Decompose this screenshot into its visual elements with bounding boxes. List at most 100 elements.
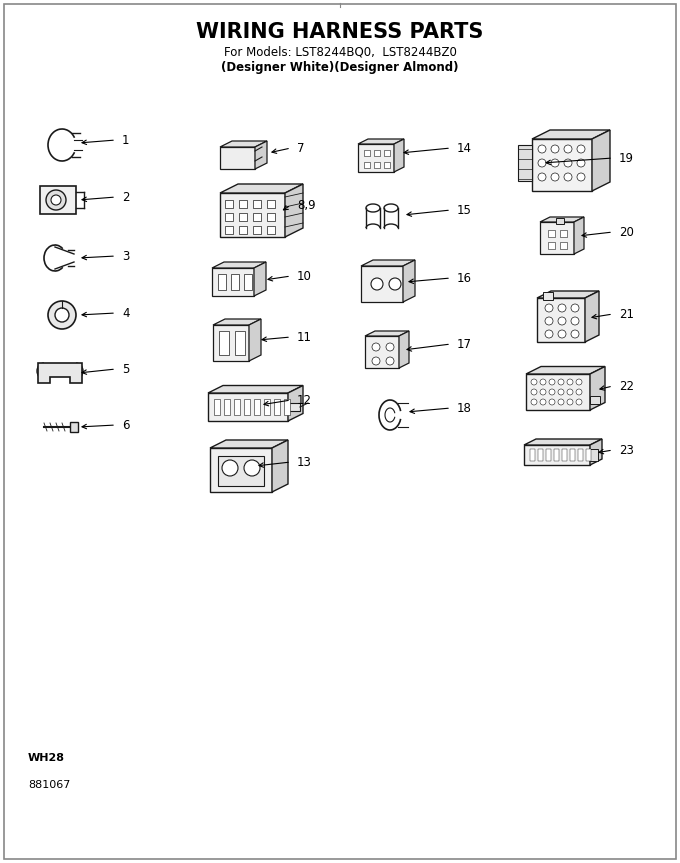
Polygon shape <box>532 130 610 139</box>
Text: 18: 18 <box>457 401 472 414</box>
Bar <box>225 213 233 221</box>
Circle shape <box>577 173 585 181</box>
Polygon shape <box>403 260 415 302</box>
Polygon shape <box>249 319 261 361</box>
Bar <box>267 200 275 208</box>
Bar <box>560 242 567 249</box>
Bar <box>590 396 600 404</box>
Polygon shape <box>524 439 602 445</box>
Text: 4: 4 <box>122 306 129 319</box>
Bar <box>374 162 380 168</box>
Polygon shape <box>361 260 415 266</box>
Bar <box>267 213 275 221</box>
Circle shape <box>558 379 564 385</box>
Bar <box>530 449 535 461</box>
Bar <box>374 150 380 156</box>
Bar <box>235 331 245 355</box>
Bar <box>364 162 370 168</box>
Polygon shape <box>358 139 404 144</box>
Circle shape <box>48 301 76 329</box>
Text: 13: 13 <box>297 456 312 469</box>
Text: 881067: 881067 <box>28 780 70 790</box>
Circle shape <box>571 304 579 312</box>
Bar <box>560 230 567 237</box>
Text: 6: 6 <box>122 419 129 432</box>
Circle shape <box>558 330 566 338</box>
Circle shape <box>538 173 546 181</box>
Circle shape <box>567 379 573 385</box>
Polygon shape <box>365 336 399 368</box>
Circle shape <box>51 195 61 205</box>
Circle shape <box>551 145 559 153</box>
Text: 16: 16 <box>457 272 472 285</box>
Polygon shape <box>213 319 261 325</box>
Bar <box>518 145 532 181</box>
Circle shape <box>564 159 572 167</box>
Circle shape <box>576 379 582 385</box>
Circle shape <box>372 343 380 351</box>
Circle shape <box>386 343 394 351</box>
Polygon shape <box>540 217 584 222</box>
Text: WIRING HARNESS PARTS: WIRING HARNESS PARTS <box>197 22 483 42</box>
Bar <box>253 200 261 208</box>
Polygon shape <box>526 367 605 374</box>
Polygon shape <box>537 298 585 342</box>
Circle shape <box>545 330 553 338</box>
Bar <box>570 449 575 461</box>
Bar <box>284 399 290 415</box>
Polygon shape <box>394 139 404 172</box>
Polygon shape <box>585 291 599 342</box>
Polygon shape <box>590 439 602 465</box>
Bar <box>548 230 555 237</box>
Text: 12: 12 <box>297 394 312 406</box>
Bar <box>538 449 543 461</box>
Bar <box>244 274 252 290</box>
Circle shape <box>371 278 383 290</box>
Bar <box>556 218 564 224</box>
Text: (Designer White)(Designer Almond): (Designer White)(Designer Almond) <box>221 60 459 73</box>
Circle shape <box>540 389 546 395</box>
Circle shape <box>540 399 546 405</box>
Bar <box>554 449 559 461</box>
Circle shape <box>567 399 573 405</box>
Text: 15: 15 <box>457 204 472 217</box>
Circle shape <box>577 159 585 167</box>
Text: 11: 11 <box>297 331 312 343</box>
Polygon shape <box>285 184 303 237</box>
Bar <box>364 150 370 156</box>
Bar <box>590 449 598 461</box>
Circle shape <box>545 317 553 325</box>
Bar <box>562 449 567 461</box>
Text: 10: 10 <box>297 269 312 282</box>
Circle shape <box>564 145 572 153</box>
Bar <box>548 242 555 249</box>
Bar <box>219 331 229 355</box>
Polygon shape <box>255 141 267 169</box>
Bar <box>225 226 233 234</box>
Text: 20: 20 <box>619 225 634 238</box>
Circle shape <box>531 379 537 385</box>
Polygon shape <box>254 262 266 296</box>
Polygon shape <box>537 291 599 298</box>
Bar <box>231 274 239 290</box>
Polygon shape <box>524 445 590 465</box>
Circle shape <box>244 460 260 476</box>
Text: 17: 17 <box>457 337 472 350</box>
Bar <box>40 186 76 214</box>
Polygon shape <box>38 363 82 383</box>
Circle shape <box>222 460 238 476</box>
Bar <box>239 226 247 234</box>
Polygon shape <box>288 386 303 421</box>
Circle shape <box>55 308 69 322</box>
Polygon shape <box>540 222 574 254</box>
Circle shape <box>551 159 559 167</box>
Bar <box>254 399 260 415</box>
Bar <box>274 399 280 415</box>
Circle shape <box>577 145 585 153</box>
Circle shape <box>538 145 546 153</box>
Text: 3: 3 <box>122 249 129 262</box>
Polygon shape <box>212 262 266 268</box>
Text: 7: 7 <box>297 142 305 154</box>
Bar <box>218 274 226 290</box>
Text: 5: 5 <box>122 362 129 375</box>
